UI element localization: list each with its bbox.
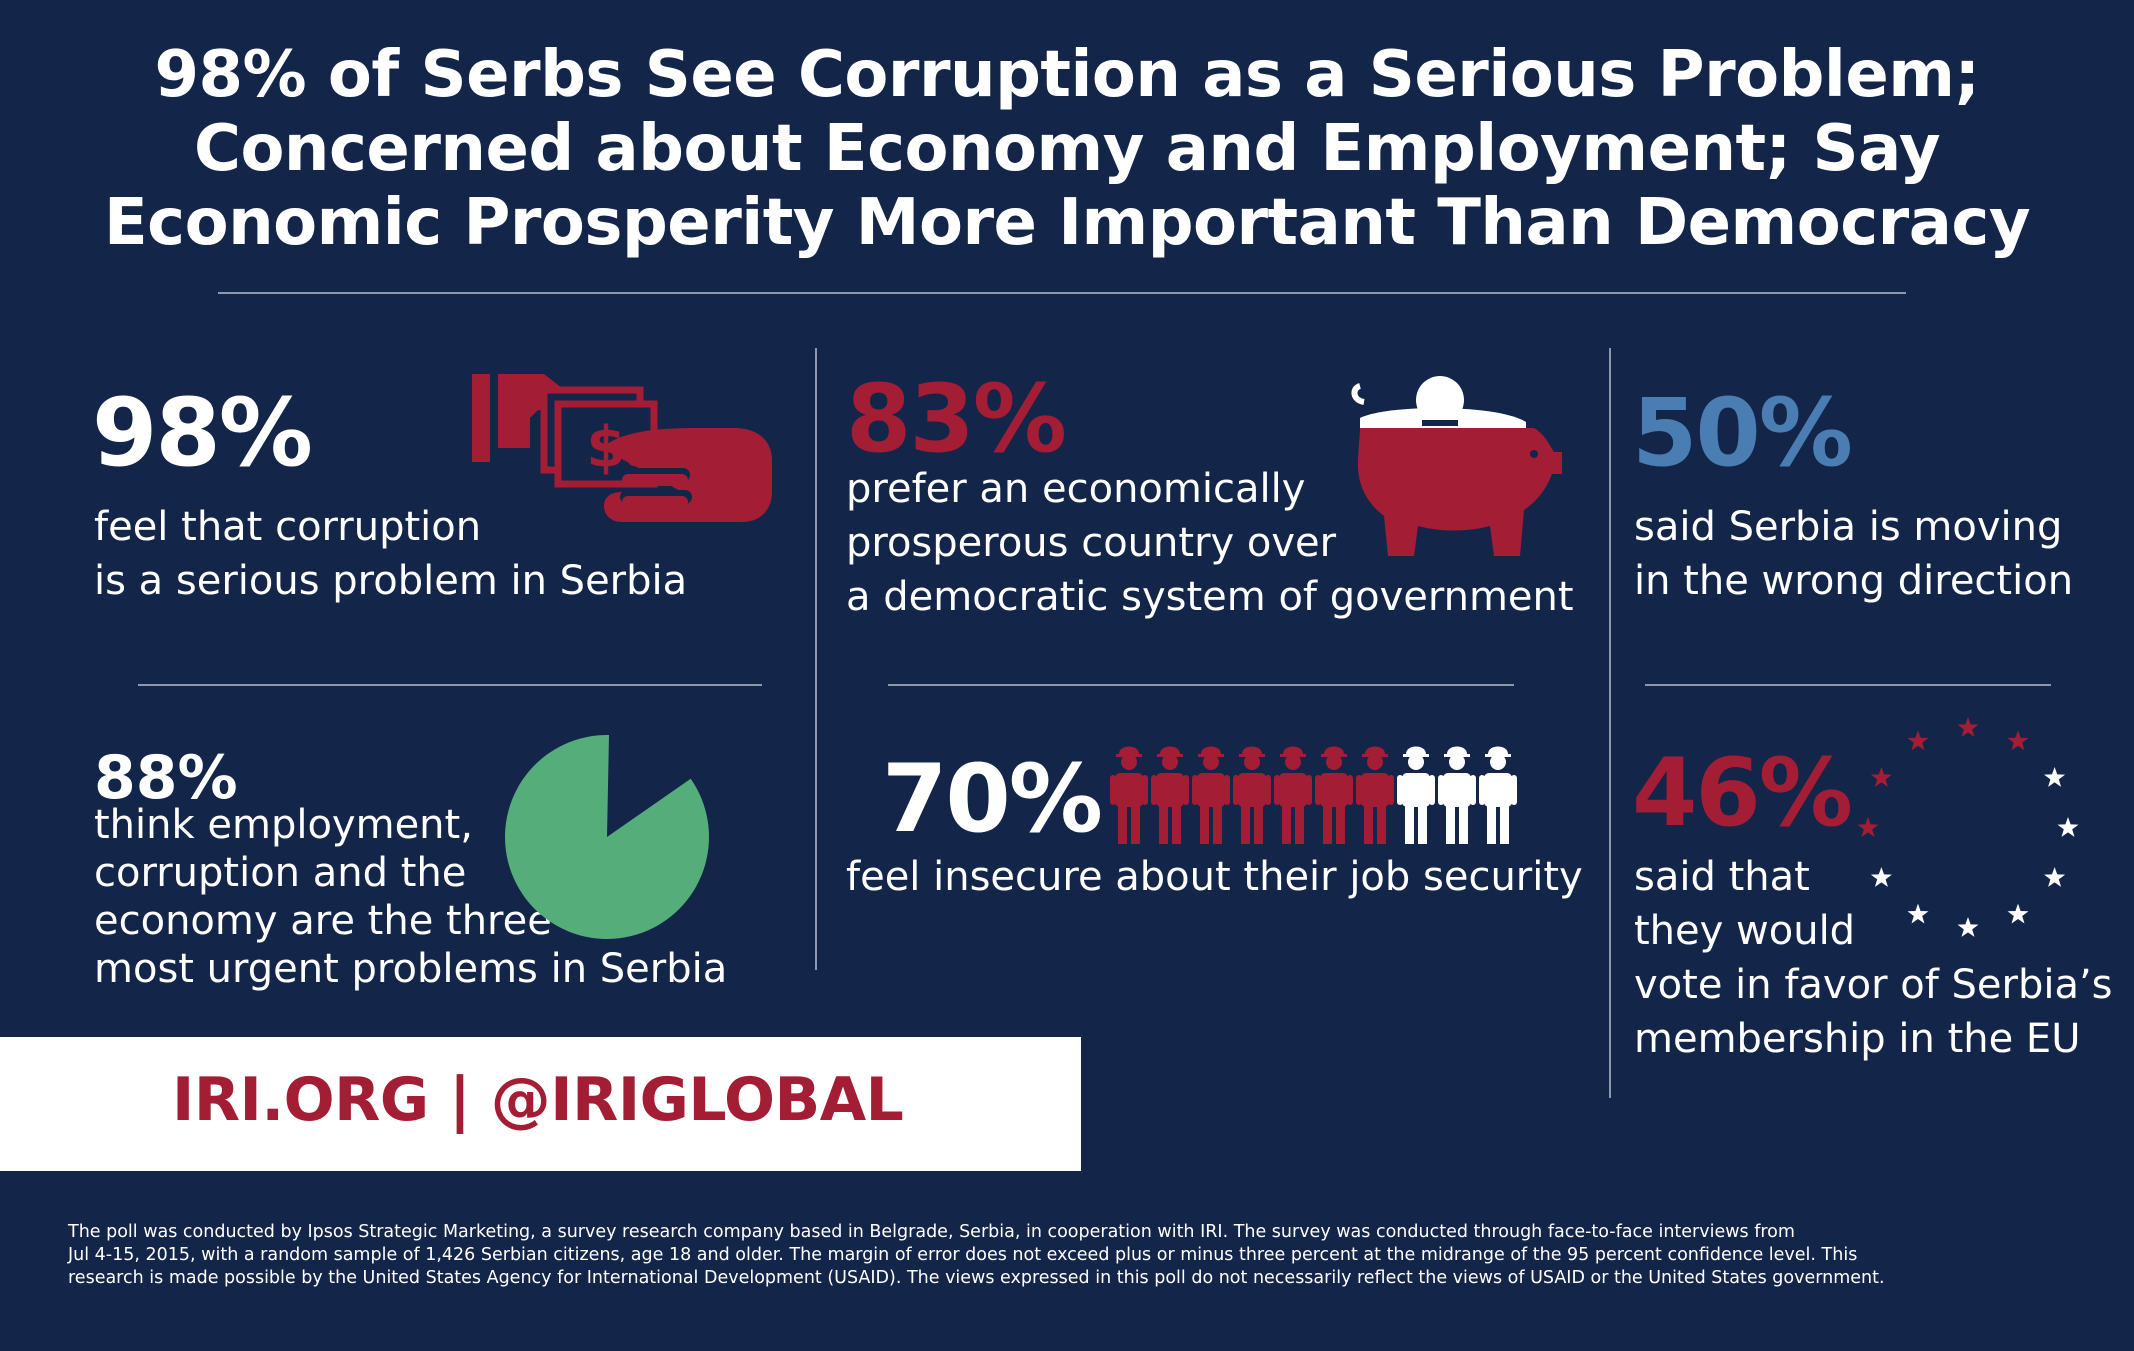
worker-icon [1110,746,1148,844]
disclaimer-text: The poll was conducted by Ipsos Strategi… [68,1222,1885,1288]
worker-icon [1274,746,1312,844]
corruption-stat-value: 98% [92,379,313,488]
prosperity-stat-text: prefer an economically prosperous countr… [846,466,1574,620]
eu-star [1907,730,1929,751]
row-divider-3 [1645,684,2051,686]
eu-star [1870,867,1892,887]
footer-banner [0,1037,1081,1171]
worker-icon [1192,746,1230,844]
title-line-2: Concerned about Economy and Employment; … [193,112,1941,186]
eu-stat-text: said that they would vote in favor of Se… [1634,854,2113,1062]
prosperity-stat-value: 83% [846,365,1067,474]
worker-icon [1479,746,1517,844]
direction-stat-value: 50% [1632,379,1853,488]
pie-chart-icon [504,734,709,939]
footer-links[interactable]: IRI.ORG | @IRIGLOBAL [172,1065,904,1135]
eu-star [1870,767,1892,787]
title-divider [218,292,1906,294]
eu-star [1857,817,1879,837]
worker-icon [1438,746,1476,844]
worker-icon [1233,746,1271,844]
corruption-stat-text: feel that corruption is a serious proble… [94,504,688,604]
urgent-stat-value: 88% [94,743,238,813]
eu-star [2057,817,2079,837]
piggy-bank-icon [1351,376,1562,556]
title-line-1: 98% of Serbs See Corruption as a Serious… [154,38,1980,112]
column-divider-1 [815,348,817,970]
bribe-hand-icon: $ [472,374,772,522]
worker-icon-row [1110,740,1530,844]
column-divider-2 [1609,348,1611,1098]
job-security-stat-text: feel insecure about their job security [846,854,1583,900]
worker-icon [1356,746,1394,844]
job-security-stat-value: 70% [882,745,1103,854]
eu-star [1957,917,1979,937]
worker-icon [1397,746,1435,844]
eu-star [2044,867,2066,887]
worker-icon [1315,746,1353,844]
worker-icon [1151,746,1189,844]
eu-star [1907,903,1929,924]
eu-star [2044,767,2066,787]
eu-star [2007,730,2029,751]
urgent-stat-text: think employment, corruption and the eco… [94,802,728,992]
direction-stat-text: said Serbia is moving in the wrong direc… [1634,504,2074,604]
row-divider-1 [138,684,762,686]
pie-slice-88 [504,734,709,939]
eu-star [1957,717,1979,737]
title-line-3: Economic Prosperity More Important Than … [103,186,2031,260]
row-divider-2 [888,684,1514,686]
eu-stars-icon [1857,717,2079,937]
eu-star [2007,903,2029,924]
eu-stat-value: 46% [1632,739,1853,848]
page-title: 98% of Serbs See Corruption as a Serious… [60,38,2074,260]
